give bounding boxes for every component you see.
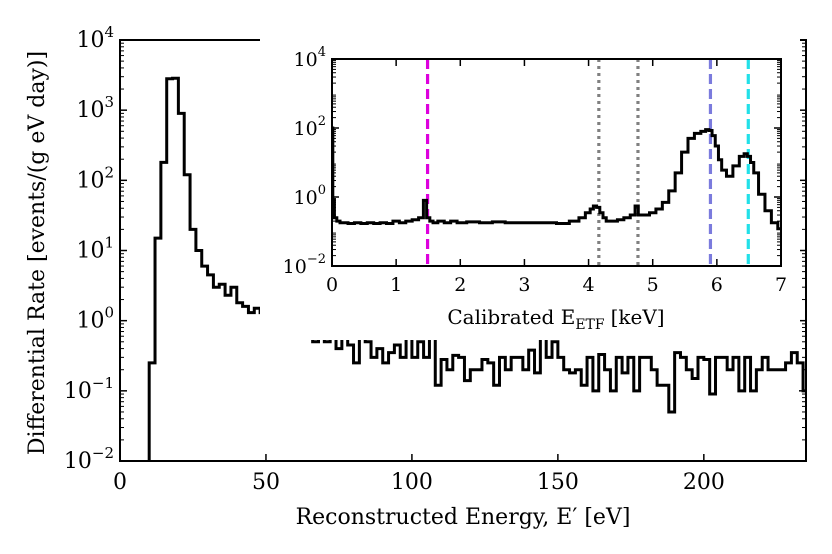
inset-x-axis-label: Calibrated EETF [keV] <box>447 305 664 333</box>
y-tick-label: 10−2 <box>283 252 326 278</box>
y-tick-label: 100 <box>294 183 326 209</box>
x-tick-label: 0 <box>113 470 127 495</box>
x-tick-label: 2 <box>454 274 466 296</box>
y-tick-label: 104 <box>76 23 114 53</box>
x-tick-label: 100 <box>391 470 433 495</box>
y-tick-label: 10−1 <box>64 374 114 404</box>
inset-x-axis-label-unit: [keV] <box>611 305 665 329</box>
y-tick-label: 102 <box>76 163 114 193</box>
x-tick-label: 50 <box>252 470 280 495</box>
y-tick-label: 104 <box>294 45 326 71</box>
y-tick-label: 10−2 <box>64 444 114 474</box>
main-y-axis-label: Differential Rate [events/(g eV day)] <box>25 51 50 455</box>
y-tick-label: 102 <box>294 114 326 140</box>
series-line-0 <box>147 76 806 461</box>
x-tick-label: 3 <box>518 274 530 296</box>
series-line-0 <box>332 126 781 231</box>
x-tick-label: 1 <box>390 274 402 296</box>
inset-x-axis-label-main: Calibrated E <box>447 305 575 329</box>
x-tick-label: 6 <box>711 274 723 296</box>
main-x-axis-label: Reconstructed Energy, E′ [eV] <box>296 505 631 530</box>
x-tick-label: 5 <box>647 274 659 296</box>
x-tick-label: 200 <box>683 470 725 495</box>
plot-frame <box>331 58 782 267</box>
x-tick-label: 7 <box>775 274 787 296</box>
x-tick-label: 0 <box>326 274 338 296</box>
x-tick-label: 150 <box>537 470 579 495</box>
y-tick-label: 103 <box>76 93 114 123</box>
y-tick-label: 100 <box>76 304 114 334</box>
inset-chart: 0 1 2 3 4 5 6 7 10−2 100 102 104 <box>260 30 800 340</box>
inset-x-axis-label-sub: ETF <box>575 317 605 333</box>
y-tick-label: 101 <box>76 234 114 264</box>
x-tick-label: 4 <box>583 274 595 296</box>
